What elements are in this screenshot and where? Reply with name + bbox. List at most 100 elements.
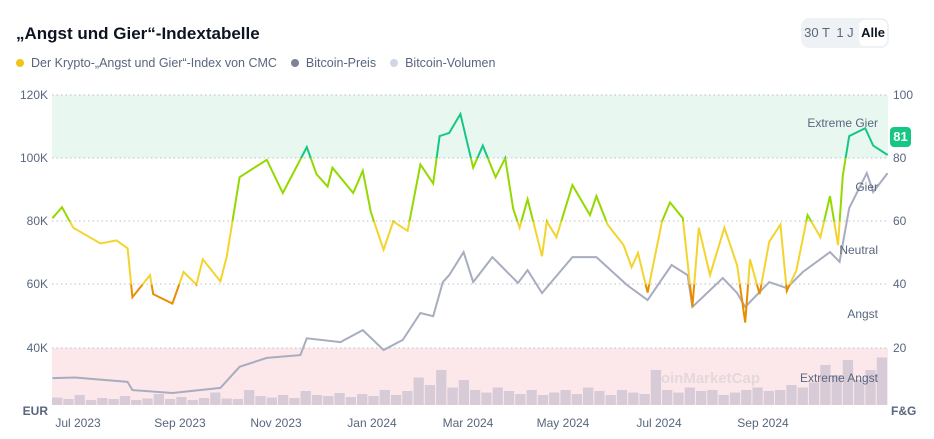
volume-bar bbox=[176, 397, 187, 405]
zone-label: Extreme Gier bbox=[807, 116, 878, 130]
volume-bar bbox=[97, 398, 108, 405]
volume-bar bbox=[277, 395, 289, 405]
volume-bar bbox=[63, 399, 74, 405]
volume-bar bbox=[323, 396, 334, 405]
legend-item-fear-greed[interactable]: Der Krypto-„Angst und Gier“-Index von CM… bbox=[16, 56, 277, 70]
zone-label: Gier bbox=[855, 180, 878, 194]
volume-bar bbox=[458, 380, 469, 405]
volume-bar bbox=[413, 377, 424, 405]
x-axis-tick: May 2024 bbox=[537, 416, 590, 430]
volume-bar bbox=[718, 395, 729, 405]
volume-bar bbox=[52, 397, 63, 405]
chart-legend: Der Krypto-„Angst und Gier“-Index von CM… bbox=[16, 56, 495, 70]
volume-bar bbox=[752, 387, 763, 405]
volume-bar bbox=[876, 357, 887, 405]
volume-bar bbox=[741, 390, 752, 405]
toggle-30d[interactable]: 30 T bbox=[804, 25, 830, 40]
volume-bar bbox=[594, 391, 605, 405]
volume-bar bbox=[549, 392, 560, 405]
volume-bar bbox=[808, 382, 820, 405]
range-toggle: 30 T 1 J Alle bbox=[801, 18, 889, 48]
legend-dot-icon bbox=[390, 59, 399, 67]
volume-bar bbox=[447, 387, 458, 405]
volume-bar bbox=[763, 391, 775, 405]
right-axis-tick: 40 bbox=[893, 277, 907, 291]
x-axis-tick: Jan 2024 bbox=[347, 416, 397, 430]
toggle-1y[interactable]: 1 J bbox=[836, 25, 854, 40]
volume-bar bbox=[673, 392, 684, 405]
volume-bar bbox=[187, 400, 198, 405]
volume-bar bbox=[786, 385, 797, 405]
right-axis-unit: F&G bbox=[891, 404, 916, 418]
legend-item-price[interactable]: Bitcoin-Preis bbox=[290, 56, 377, 70]
left-axis-tick: 40K bbox=[27, 341, 48, 355]
right-axis-tick: 100 bbox=[893, 88, 913, 102]
volume-bar bbox=[684, 387, 695, 405]
page-title: „Angst und Gier“-Indextabelle bbox=[16, 24, 260, 43]
volume-bar bbox=[198, 398, 210, 405]
volume-bar bbox=[628, 392, 639, 405]
volume-bar bbox=[854, 380, 865, 405]
volume-bar bbox=[865, 370, 876, 405]
toggle-all[interactable]: Alle bbox=[859, 20, 887, 46]
volume-bar bbox=[605, 395, 616, 405]
right-axis-tick: 20 bbox=[893, 341, 907, 355]
watermark: CoinMarketCap bbox=[650, 370, 760, 387]
volume-bar bbox=[775, 390, 786, 405]
legend-label: Bitcoin-Preis bbox=[305, 56, 377, 70]
volume-bar bbox=[142, 398, 153, 405]
volume-bar bbox=[244, 390, 255, 405]
x-axis-tick: Mar 2024 bbox=[443, 416, 494, 430]
volume-bar bbox=[108, 399, 119, 405]
volume-bar bbox=[357, 394, 368, 405]
volume-bar bbox=[470, 390, 481, 405]
volume-bar bbox=[729, 392, 741, 405]
left-axis-tick: 100K bbox=[20, 151, 48, 165]
x-axis-tick: Sep 2024 bbox=[737, 416, 789, 430]
volume-bar bbox=[650, 370, 662, 405]
volume-bar bbox=[515, 394, 526, 405]
left-axis-tick: 60K bbox=[27, 277, 48, 291]
volume-bar bbox=[289, 398, 300, 405]
x-axis-tick: Nov 2023 bbox=[250, 416, 302, 430]
volume-bar bbox=[492, 387, 503, 405]
volume-bar bbox=[255, 396, 266, 405]
right-axis-tick: 80 bbox=[893, 151, 907, 165]
volume-bar bbox=[379, 390, 390, 405]
volume-bar bbox=[345, 397, 357, 405]
right-axis-tick: 60 bbox=[893, 214, 907, 228]
zone-label: Extreme Angst bbox=[800, 371, 879, 385]
x-axis-tick: Jul 2023 bbox=[55, 416, 101, 430]
volume-bar bbox=[74, 395, 85, 405]
volume-bar bbox=[616, 390, 628, 405]
zone-label: Angst bbox=[847, 307, 878, 321]
volume-bar bbox=[424, 385, 436, 405]
volume-bar bbox=[232, 399, 244, 405]
legend-item-volume[interactable]: Bitcoin-Volumen bbox=[390, 56, 495, 70]
volume-bar bbox=[390, 395, 402, 405]
volume-bar bbox=[503, 391, 515, 405]
volume-bar bbox=[662, 390, 673, 405]
volume-bar bbox=[842, 360, 854, 405]
left-axis-tick: 80K bbox=[27, 214, 48, 228]
volume-bar bbox=[571, 394, 582, 405]
legend-dot-icon bbox=[290, 59, 299, 67]
volume-bar bbox=[119, 396, 131, 405]
legend-label: Der Krypto-„Angst und Gier“-Index von CM… bbox=[31, 56, 277, 70]
volume-bar bbox=[831, 375, 842, 405]
volume-bar bbox=[481, 392, 492, 405]
volume-bar bbox=[210, 392, 221, 405]
volume-bar bbox=[526, 390, 537, 405]
legend-dot-icon bbox=[16, 59, 24, 67]
volume-bar bbox=[402, 391, 413, 405]
volume-bar bbox=[797, 387, 808, 405]
zone-label: Neutral bbox=[839, 243, 878, 257]
volume-bar bbox=[131, 400, 142, 405]
volume-bar bbox=[153, 394, 164, 405]
volume-bar bbox=[221, 398, 232, 405]
volume-bar bbox=[820, 365, 831, 405]
legend-label: Bitcoin-Volumen bbox=[405, 56, 496, 70]
volume-bar bbox=[639, 394, 650, 405]
left-axis-tick: 120K bbox=[20, 88, 48, 102]
